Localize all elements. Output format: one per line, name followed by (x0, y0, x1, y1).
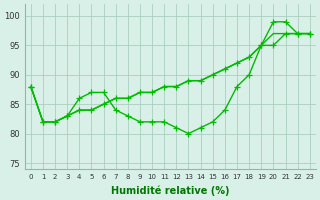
X-axis label: Humidité relative (%): Humidité relative (%) (111, 185, 229, 196)
